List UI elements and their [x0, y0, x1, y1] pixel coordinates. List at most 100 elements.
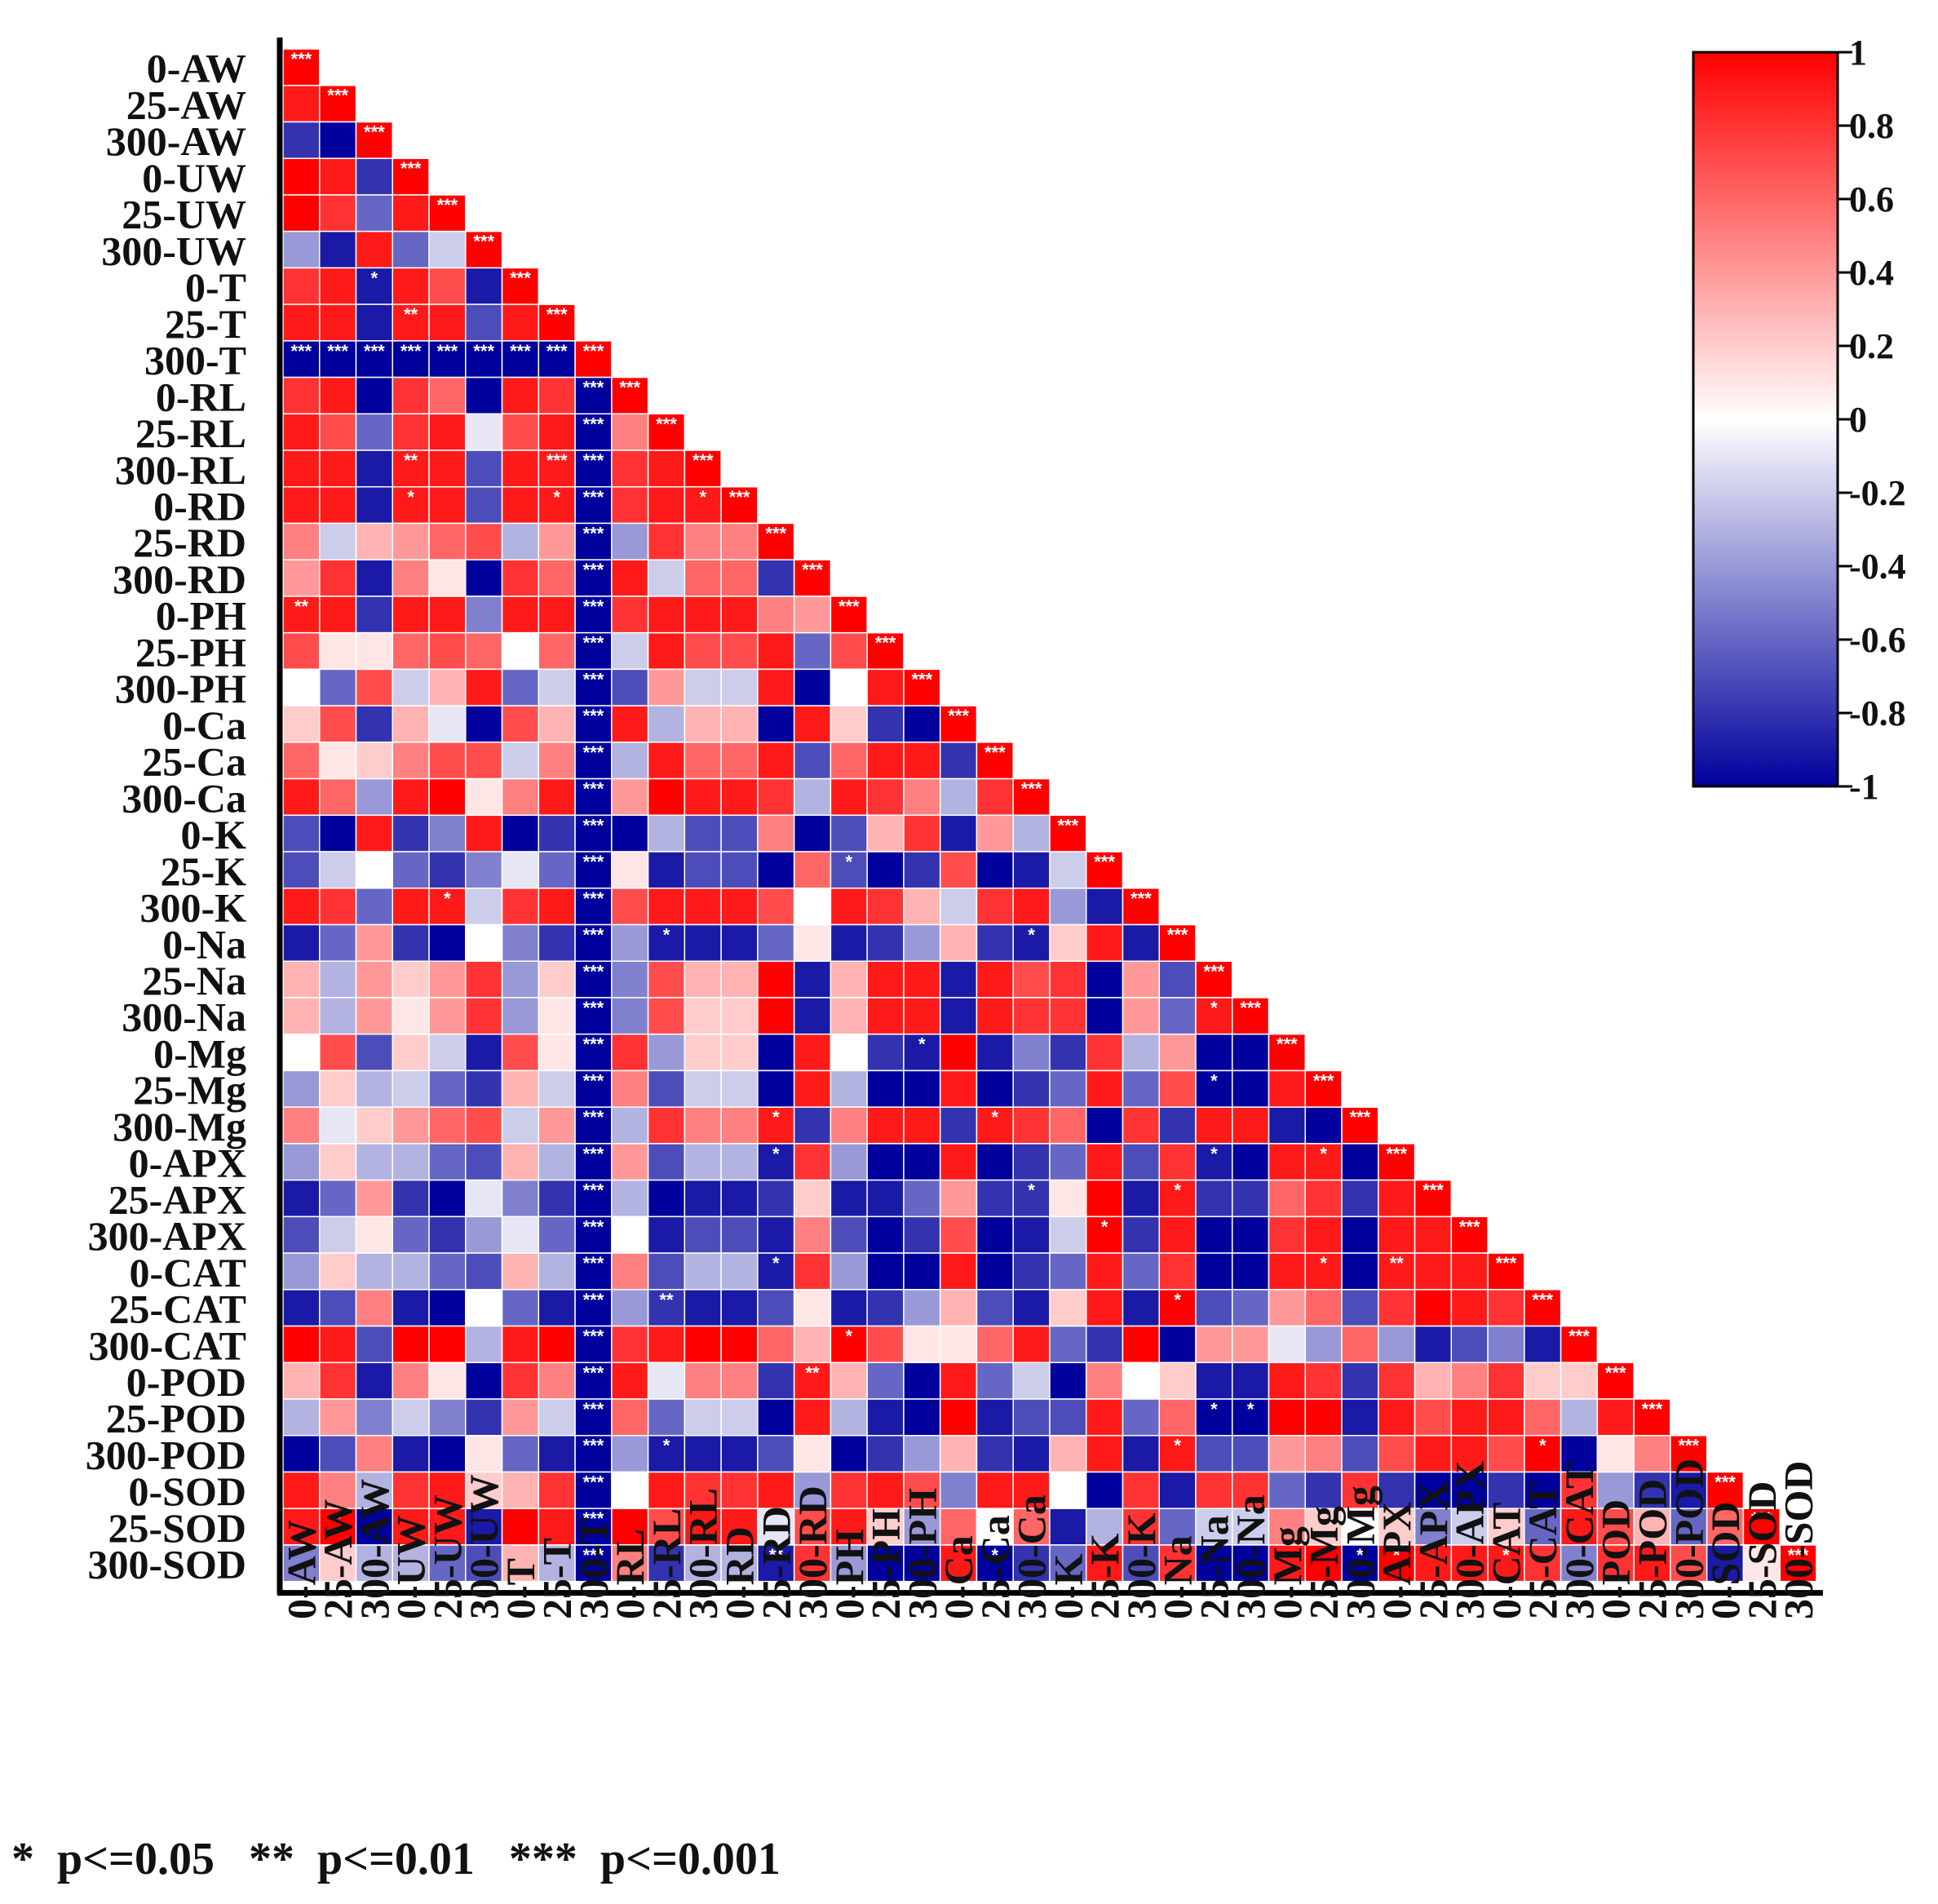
- heatmap-cell: [428, 997, 467, 1035]
- significance-marker: *: [772, 1144, 780, 1164]
- heatmap-cell: [647, 777, 686, 817]
- heatmap-cell: [428, 1544, 467, 1583]
- heatmap-cell: [538, 705, 576, 743]
- heatmap-cell: [1122, 1069, 1160, 1108]
- heatmap-cell: [574, 413, 613, 451]
- heatmap-cell: [611, 522, 649, 560]
- heatmap-cell: [1122, 923, 1160, 963]
- heatmap-cell: [1304, 1106, 1343, 1145]
- significance-marker: ***: [583, 1508, 604, 1529]
- heatmap-cell: [684, 705, 722, 743]
- heatmap-cell: [720, 1215, 759, 1254]
- heatmap-cell: [1085, 923, 1124, 963]
- significance-marker: ***: [583, 1216, 604, 1237]
- heatmap-cell: [319, 960, 357, 998]
- row-label: 25-K: [160, 848, 246, 894]
- heatmap-cell: [1085, 1033, 1124, 1072]
- heatmap-cell: [1195, 1215, 1233, 1254]
- heatmap-cell: [1524, 1398, 1562, 1437]
- heatmap-cell: [1378, 1544, 1416, 1583]
- heatmap-cell: [611, 1069, 649, 1108]
- column-label: 0-UW: [388, 1515, 434, 1619]
- heatmap-cell: [647, 960, 686, 998]
- significance-marker: ***: [291, 341, 312, 361]
- heatmap-cell: [611, 777, 649, 817]
- row-label: 25-Na: [142, 958, 246, 1003]
- heatmap-cell: [392, 631, 430, 671]
- heatmap-cell: [392, 1544, 430, 1583]
- significance-marker: ***: [1751, 1508, 1772, 1529]
- heatmap-cell: [282, 1325, 321, 1364]
- column-label: 0-Ca: [936, 1535, 981, 1619]
- heatmap-cell: [1049, 1069, 1087, 1108]
- heatmap-cell: [757, 1508, 795, 1546]
- heatmap-cell: [866, 1033, 905, 1072]
- heatmap-cell: [538, 1471, 576, 1509]
- heatmap-cell: [1232, 1434, 1270, 1473]
- heatmap-cell: [355, 1544, 394, 1583]
- heatmap-cell: [1414, 1471, 1453, 1509]
- row-label: 300-RD: [113, 556, 246, 602]
- heatmap-cell: [1195, 1069, 1233, 1108]
- heatmap-cell: [1158, 1106, 1197, 1145]
- heatmap-cell: [866, 1289, 905, 1327]
- heatmap-cell: [1232, 1252, 1270, 1291]
- heatmap-cell: [757, 1362, 795, 1400]
- heatmap-cell: [1378, 1325, 1416, 1364]
- significance-marker: ***: [583, 523, 604, 543]
- heatmap-cell: [538, 923, 576, 963]
- heatmap-cell: [1195, 1289, 1233, 1327]
- significance-marker: ***: [583, 779, 604, 799]
- heatmap-cell: [1049, 1508, 1087, 1546]
- heatmap-cell: [1195, 1434, 1233, 1473]
- heatmap-cell: [355, 230, 394, 269]
- heatmap-cell: [793, 1106, 832, 1145]
- heatmap-cell: [465, 1362, 503, 1400]
- heatmap-cell: [319, 997, 357, 1035]
- heatmap-cell: [1232, 997, 1270, 1035]
- column-label: 25-T: [534, 1538, 580, 1619]
- heatmap-cell: [976, 960, 1014, 998]
- heatmap-cell: [355, 705, 394, 743]
- heatmap-cell: [355, 1033, 394, 1072]
- significance-marker: ***: [510, 341, 531, 361]
- heatmap-cell: [611, 1362, 649, 1400]
- heatmap-cell: [1378, 1215, 1416, 1254]
- heatmap-cell: [1268, 1289, 1307, 1327]
- heatmap-cell: [684, 888, 722, 926]
- heatmap-cell: [1049, 1544, 1087, 1583]
- heatmap-cell: [1633, 1434, 1671, 1473]
- heatmap-cell: [830, 705, 868, 743]
- significance-marker: ***: [656, 414, 677, 434]
- heatmap-cell: [501, 631, 540, 671]
- significance-marker: ***: [583, 1034, 604, 1055]
- heatmap-cell: [501, 960, 540, 998]
- heatmap-cell: [647, 668, 686, 706]
- column-label: 300-AW: [352, 1479, 397, 1619]
- heatmap-cell: [1158, 960, 1197, 998]
- heatmap-cell: [1341, 1434, 1379, 1473]
- heatmap-cell: [355, 668, 394, 706]
- heatmap-cell: [684, 1398, 722, 1437]
- row-label: 300-Ca: [122, 775, 246, 821]
- column-label: 25-RD: [753, 1506, 799, 1619]
- heatmap-cell: [684, 1106, 722, 1145]
- heatmap-cell: [1633, 1471, 1671, 1509]
- significance-marker: ***: [1788, 1545, 1809, 1565]
- significance-marker: ***: [1021, 779, 1042, 799]
- heatmap-cell: [1304, 1471, 1343, 1509]
- heatmap-cell: [282, 742, 321, 780]
- heatmap-cell: [611, 1143, 649, 1181]
- heatmap-cell: [1049, 814, 1087, 852]
- heatmap-cell: [282, 84, 321, 123]
- heatmap-cell: [1085, 1471, 1124, 1509]
- heatmap-cell: [830, 997, 868, 1035]
- heatmap-cell: [538, 668, 576, 706]
- heatmap-cell: [574, 1362, 613, 1400]
- heatmap-cell: [574, 1289, 613, 1327]
- heatmap-cell: [866, 1398, 905, 1437]
- heatmap-cell: [538, 851, 576, 889]
- heatmap-cell: [1560, 1362, 1599, 1400]
- significance-marker: ***: [583, 669, 604, 689]
- significance-marker: *: [772, 1253, 780, 1273]
